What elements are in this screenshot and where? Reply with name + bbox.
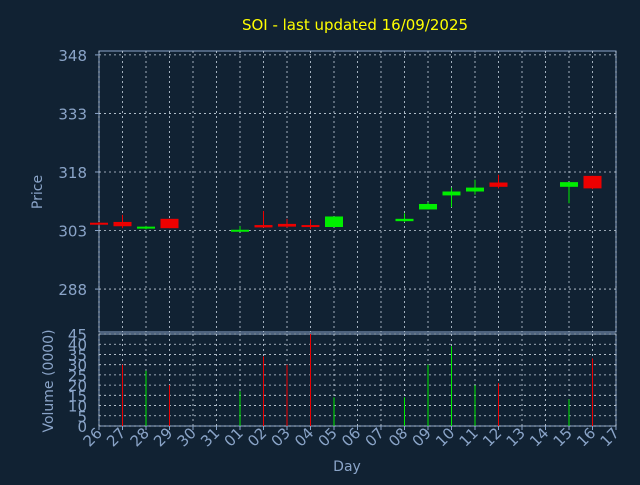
- volume-axis-label: Volume (0000): [41, 329, 57, 432]
- x-tick-label: 01: [221, 424, 247, 450]
- price-axis-label: Price: [30, 175, 46, 209]
- candle: [231, 225, 249, 232]
- x-tick-label: 07: [362, 424, 388, 450]
- candle: [583, 175, 602, 190]
- chart-title: SOI - last updated 16/09/2025: [242, 16, 468, 34]
- candle: [278, 218, 296, 228]
- x-tick-label: 05: [315, 424, 341, 450]
- x-tick-label: 15: [550, 424, 576, 450]
- volume-tick-label: 40: [68, 336, 87, 354]
- price-panel: 348 333 318 303 288: [58, 47, 617, 333]
- volume-tick-label: 0: [77, 418, 87, 436]
- x-tick-label: 02: [244, 424, 270, 450]
- candle-body: [137, 226, 155, 229]
- candle: [301, 219, 320, 229]
- candle-body: [489, 182, 508, 187]
- candle-body: [90, 222, 108, 225]
- candle: [419, 202, 437, 210]
- candle-body: [419, 203, 437, 210]
- x-tick-label: 14: [526, 424, 552, 450]
- volume-tick-label: 5: [77, 408, 87, 426]
- x-tick-label: 12: [479, 424, 505, 450]
- price-tick-label: 348: [58, 47, 87, 65]
- candle: [137, 225, 155, 230]
- candle: [442, 187, 461, 208]
- candle-body: [560, 182, 578, 187]
- candle-body: [231, 229, 249, 232]
- volume-tick-label: 35: [68, 346, 87, 364]
- price-tick-label: 288: [58, 281, 87, 299]
- volume-tick-label: 20: [68, 377, 87, 395]
- x-tick-label: 04: [291, 424, 317, 450]
- x-tick-label: 06: [338, 424, 364, 450]
- price-tick-label: 303: [58, 223, 87, 241]
- candle-body: [160, 218, 179, 229]
- x-tick-label: 27: [103, 424, 129, 450]
- x-tick-label: 16: [573, 424, 599, 450]
- candle: [90, 221, 108, 225]
- volume-tick-label: 10: [68, 398, 87, 416]
- candle-body: [325, 216, 343, 228]
- x-tick-label: 03: [268, 424, 294, 450]
- x-tick-label: 11: [456, 424, 482, 450]
- price-tick-label: 318: [58, 164, 87, 182]
- candle-body: [583, 175, 602, 189]
- x-tick-label: 31: [197, 424, 223, 450]
- candle: [325, 216, 343, 228]
- x-tick-label: 28: [127, 424, 153, 450]
- candle-body: [113, 221, 132, 227]
- x-tick-label: 09: [409, 424, 435, 450]
- candle: [113, 214, 132, 229]
- candle-body: [395, 218, 414, 222]
- volume-tick-label: 25: [68, 367, 87, 385]
- volume-tick-label: 15: [68, 387, 87, 405]
- candle-body: [466, 187, 484, 192]
- x-axis-label: Day: [333, 459, 361, 475]
- x-tick-label: 30: [174, 424, 200, 450]
- candle-body: [442, 191, 461, 196]
- candle: [466, 179, 484, 195]
- candle: [560, 182, 578, 204]
- candle-body: [278, 223, 296, 227]
- volume-tick-label: 30: [68, 357, 87, 375]
- candle: [489, 174, 508, 189]
- x-tick-label: 10: [432, 424, 458, 450]
- candle-body: [301, 225, 320, 228]
- candle: [395, 213, 414, 222]
- price-tick-label: 333: [58, 105, 87, 123]
- candle-body: [254, 225, 273, 228]
- candle: [160, 218, 179, 229]
- x-tick-label: 08: [385, 424, 411, 450]
- x-tick-label: 17: [597, 424, 623, 450]
- x-tick-labels: 2627282930310102030405060708091011121314…: [80, 424, 623, 450]
- volume-tick-label: 45: [68, 326, 87, 344]
- x-tick-label: 13: [503, 424, 529, 450]
- candle: [254, 211, 273, 228]
- x-tick-label: 29: [150, 424, 176, 450]
